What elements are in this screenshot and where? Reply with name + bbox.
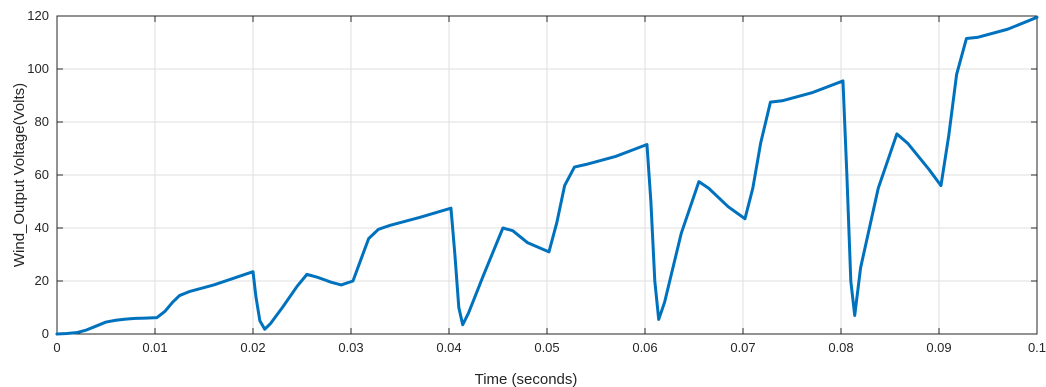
series-group: [55, 15, 1039, 336]
y-tick-label: 100: [27, 61, 49, 76]
y-tick-label: 120: [27, 8, 49, 23]
x-tick-label: 0.02: [240, 340, 265, 355]
x-tick-label: 0.05: [534, 340, 559, 355]
y-tick-label: 20: [35, 273, 49, 288]
x-tick-label: 0: [53, 340, 60, 355]
y-tick-label: 0: [42, 326, 49, 341]
y-axis-label: Wind_Output Voltage(Volts): [11, 83, 28, 267]
x-axis-ticks: 0 0.01 0.02 0.03 0.04 0.05 0.06 0.07 0.08 0.09 0.1: [53, 16, 1046, 355]
y-axis-ticks: 0 20 40 60 80 100 120: [27, 8, 1037, 341]
x-tick-label: 0.08: [828, 340, 853, 355]
series-line: [55, 15, 1039, 336]
x-tick-label: 0.07: [730, 340, 755, 355]
x-tick-label: 0.1: [1028, 340, 1046, 355]
x-axis-label: Time (seconds): [475, 371, 578, 387]
x-tick-label: 0.06: [632, 340, 657, 355]
y-tick-label: 40: [35, 220, 49, 235]
x-tick-label: 0.01: [142, 340, 167, 355]
x-tick-label: 0.09: [926, 340, 951, 355]
x-tick-label: 0.03: [338, 340, 363, 355]
x-tick-label: 0.04: [436, 340, 461, 355]
y-tick-label: 60: [35, 167, 49, 182]
y-tick-label: 80: [35, 114, 49, 129]
